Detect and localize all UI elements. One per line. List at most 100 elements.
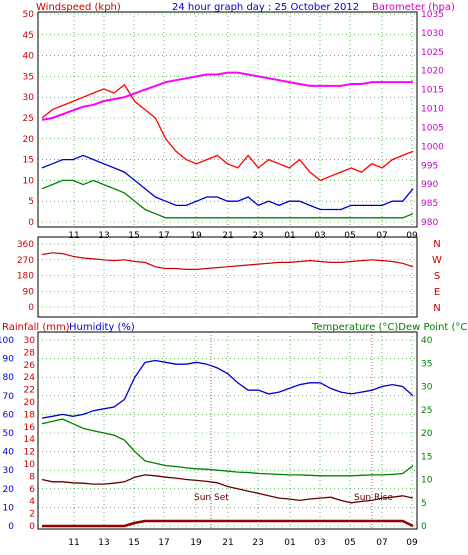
rain-tick-label: 14 <box>24 435 36 445</box>
direction-tick-label: 0 <box>28 303 34 313</box>
temp-panel-frame <box>37 331 418 530</box>
barometer-tick-label: 1015 <box>421 86 444 96</box>
humidity-tick-label: 30 <box>3 466 15 476</box>
series-humidity <box>41 359 414 419</box>
axis-labels: 0510152025303540455098098599099510001005… <box>0 10 444 548</box>
series-low <box>41 179 414 219</box>
x-tick-label: 05 <box>344 538 355 548</box>
rain-tick-label: 0 <box>29 522 35 532</box>
temperature-dewpoint-header: Temperature (°C)Dew Point (°C) <box>311 322 468 333</box>
humidity-tick-label: 80 <box>3 373 15 383</box>
barometer-tick-label: 1020 <box>421 67 444 77</box>
humidity-tick-label: 90 <box>3 355 15 365</box>
compass-label: N <box>433 239 440 250</box>
x-tick-label: 03 <box>314 231 325 241</box>
x-tick-label: 05 <box>344 231 355 241</box>
barometer-tick-label: 980 <box>421 218 438 228</box>
rain-tick-label: 10 <box>24 460 36 470</box>
chart-marks <box>41 71 414 529</box>
humidity-tick-label: 10 <box>3 503 15 513</box>
humidity-tick-label: 20 <box>3 485 15 495</box>
direction-tick-label: 180 <box>17 272 34 282</box>
x-tick-label: 07 <box>376 231 387 241</box>
rain-tick-label: 28 <box>24 348 36 358</box>
x-tick-label: 21 <box>222 538 233 548</box>
x-tick-label: 07 <box>376 538 387 548</box>
x-tick-label: 23 <box>252 538 263 548</box>
wind-tick-label: 10 <box>23 176 35 186</box>
temp-grid <box>38 332 417 529</box>
compass-label: E <box>434 287 440 298</box>
temp-tick-label: 15 <box>421 452 432 462</box>
humidity-tick-label: 50 <box>3 429 15 439</box>
barometer-header: Barometer (hpa) <box>372 2 455 13</box>
direction-tick-label: 270 <box>17 256 34 266</box>
windspeed-header: Windspeed (kph) <box>36 2 121 13</box>
rain-tick-label: 12 <box>24 448 35 458</box>
temp-tick-label: 40 <box>421 336 433 346</box>
wind-tick-label: 40 <box>23 52 35 62</box>
rain-tick-label: 4 <box>29 497 35 507</box>
rain-tick-label: 6 <box>29 485 35 495</box>
series-dewpoint <box>41 474 414 504</box>
graph-title: 24 hour graph day : 25 October 2012 <box>172 2 359 13</box>
x-tick-label: 17 <box>158 538 169 548</box>
rain-tick-label: 24 <box>24 373 36 383</box>
rain-tick-label: 26 <box>24 361 36 371</box>
humidity-tick-label: 60 <box>3 410 15 420</box>
rainfall-header: Rainfall (mm) <box>2 322 70 333</box>
barometer-tick-label: 990 <box>421 180 438 190</box>
series-average <box>41 154 414 211</box>
x-tick-label: 21 <box>222 231 233 241</box>
x-tick-label: 15 <box>128 231 139 241</box>
wind-grid <box>38 12 417 227</box>
temp-tick-label: 30 <box>421 383 433 393</box>
temp-tick-label: 25 <box>421 406 432 416</box>
compass-label: N <box>433 303 440 314</box>
humidity-header: Humidity (%) <box>69 322 135 333</box>
wind-tick-label: 35 <box>23 72 34 82</box>
humidity-tick-label: 100 <box>0 336 14 346</box>
barometer-tick-label: 1000 <box>421 142 444 152</box>
barometer-tick-label: 995 <box>421 161 438 171</box>
series-direction <box>41 252 414 270</box>
series-gust <box>41 83 414 182</box>
rain-tick-label: 18 <box>24 410 36 420</box>
wind-tick-label: 5 <box>28 197 34 207</box>
barometer-tick-label: 1030 <box>421 29 444 39</box>
x-tick-label: 19 <box>190 538 202 548</box>
x-tick-label: 23 <box>252 231 263 241</box>
x-tick-label: 11 <box>68 538 79 548</box>
series-temperature <box>41 418 414 477</box>
barometer-tick-label: 1005 <box>421 123 444 133</box>
sun-rise-annotation: Sun Rise <box>354 493 393 503</box>
temp-tick-label: 35 <box>421 359 432 369</box>
x-tick-label: 09 <box>406 231 418 241</box>
wind-tick-label: 30 <box>23 93 35 103</box>
x-tick-label: 17 <box>158 231 169 241</box>
temp-tick-label: 0 <box>421 522 427 532</box>
rain-tick-label: 20 <box>24 398 36 408</box>
x-tick-label: 19 <box>190 231 202 241</box>
x-tick-label: 01 <box>284 538 295 548</box>
barometer-tick-label: 1025 <box>421 48 444 58</box>
wind-tick-label: 20 <box>23 135 35 145</box>
x-tick-label: 15 <box>128 538 139 548</box>
direction-tick-label: 360 <box>17 240 34 250</box>
x-tick-label: 03 <box>314 538 325 548</box>
direction-tick-label: 90 <box>23 287 35 297</box>
temp-tick-label: 5 <box>421 499 427 509</box>
rain-tick-label: 2 <box>29 510 35 520</box>
wind-tick-label: 0 <box>28 218 34 228</box>
series-barometer <box>41 71 413 121</box>
compass-label: W <box>432 255 442 266</box>
sun-set-annotation: Sun Set <box>194 493 229 503</box>
x-tick-label: 11 <box>68 231 79 241</box>
rain-tick-label: 16 <box>24 423 36 433</box>
compass-label: S <box>434 271 440 282</box>
wind-tick-label: 45 <box>23 31 34 41</box>
wind-tick-label: 25 <box>23 114 34 124</box>
temp-tick-label: 10 <box>421 476 433 486</box>
x-tick-label: 01 <box>284 231 295 241</box>
